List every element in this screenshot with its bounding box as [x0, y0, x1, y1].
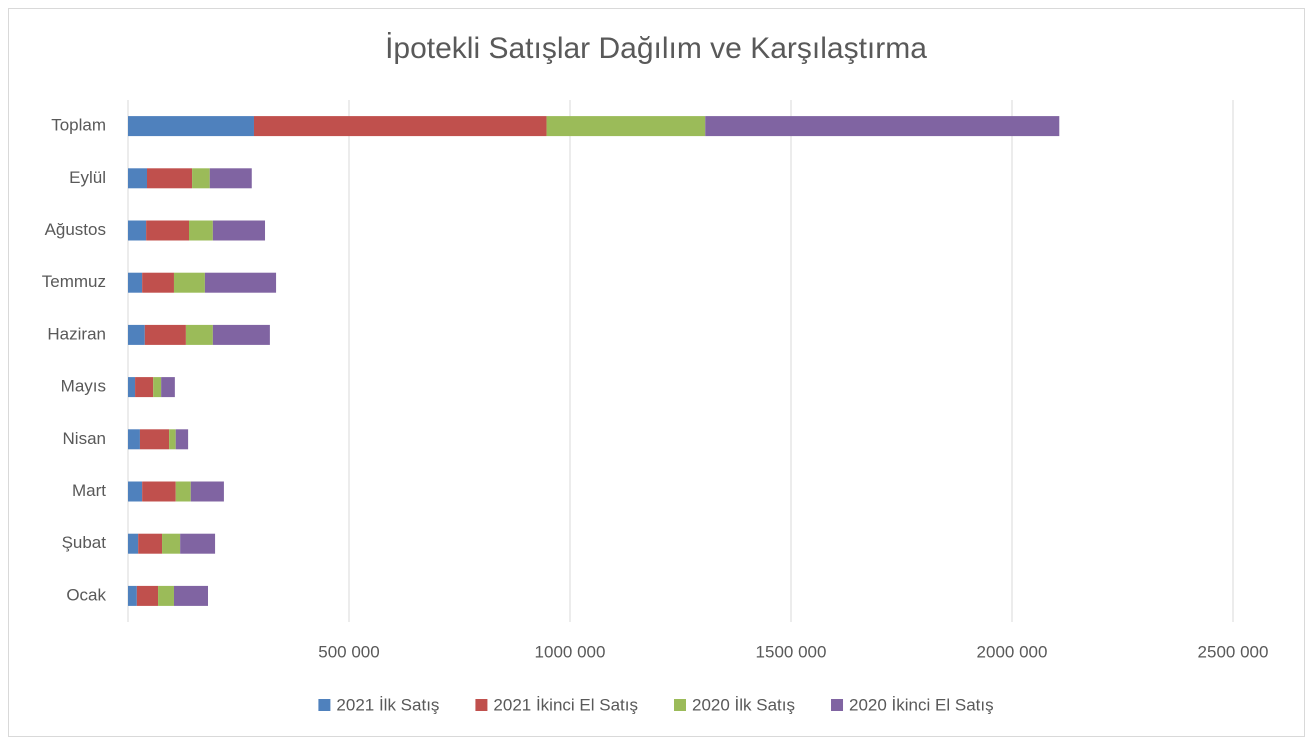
y-tick-label: Haziran — [47, 324, 106, 343]
x-tick-label: 2500 000 — [1198, 642, 1269, 661]
bar-segment — [128, 324, 145, 345]
legend-label: 2020 İkinci El Satış — [849, 695, 994, 714]
bar-segment — [147, 168, 193, 189]
bar-segment — [136, 585, 159, 606]
x-tick-label: 2000 000 — [977, 642, 1048, 661]
bar-segment — [128, 168, 148, 189]
y-tick-label: Nisan — [63, 429, 106, 448]
bar-segment — [128, 533, 139, 554]
bar-segment — [705, 116, 1060, 137]
legend-swatch — [674, 699, 686, 711]
bar-segment — [138, 533, 163, 554]
bar-segment — [128, 585, 137, 606]
legend-label: 2020 İlk Satış — [692, 695, 795, 714]
bar-segment — [212, 324, 270, 345]
bar-segment — [546, 116, 706, 137]
bar-segment — [173, 585, 209, 606]
bar-segment — [173, 272, 205, 293]
bar-segment — [144, 324, 186, 345]
bar-segment — [128, 429, 140, 450]
bar-segment — [204, 272, 277, 293]
bar-segment — [192, 168, 210, 189]
chart-title: İpotekli Satışlar Dağılım ve Karşılaştır… — [385, 32, 927, 65]
y-tick-label: Şubat — [62, 533, 107, 552]
legend-swatch — [831, 699, 844, 711]
y-tick-label: Mart — [72, 481, 106, 500]
bar-segment — [153, 377, 162, 398]
bar-segment — [142, 272, 174, 293]
bar-segment — [128, 272, 143, 293]
bar-segment — [128, 116, 254, 137]
bar-segment — [190, 481, 224, 502]
bar-segment — [161, 377, 175, 398]
bar-segment — [135, 377, 154, 398]
bar-segment — [253, 116, 547, 137]
bar-segment — [185, 324, 213, 345]
y-tick-label: Eylül — [69, 168, 106, 187]
bar-segment — [162, 533, 181, 554]
x-tick-label: 1500 000 — [756, 642, 827, 661]
bar-segment — [188, 220, 213, 241]
y-tick-label: Mayıs — [61, 377, 106, 396]
y-tick-label: Ocak — [66, 585, 106, 604]
bar-segment — [175, 481, 191, 502]
legend-label: 2021 İkinci El Satış — [493, 695, 638, 714]
bar-segment — [175, 429, 189, 450]
bar-segment — [128, 481, 143, 502]
bar-segment — [158, 585, 174, 606]
x-tick-label: 500 000 — [318, 642, 379, 661]
y-tick-label: Temmuz — [42, 272, 106, 291]
bar-segment — [142, 481, 176, 502]
bar-segment — [128, 220, 147, 241]
y-tick-label: Toplam — [51, 116, 106, 135]
legend-swatch — [475, 699, 488, 711]
bar-segment — [212, 220, 266, 241]
bar-segment — [180, 533, 216, 554]
bar-segment — [146, 220, 189, 241]
legend-label: 2021 İlk Satış — [336, 695, 439, 714]
legend-swatch — [318, 699, 331, 711]
bar-segment — [139, 429, 170, 450]
x-tick-label: 1000 000 — [535, 642, 606, 661]
bar-segment — [169, 429, 176, 450]
bar-segment — [209, 168, 252, 189]
bar-segment — [128, 377, 136, 398]
y-tick-label: Ağustos — [45, 220, 106, 239]
